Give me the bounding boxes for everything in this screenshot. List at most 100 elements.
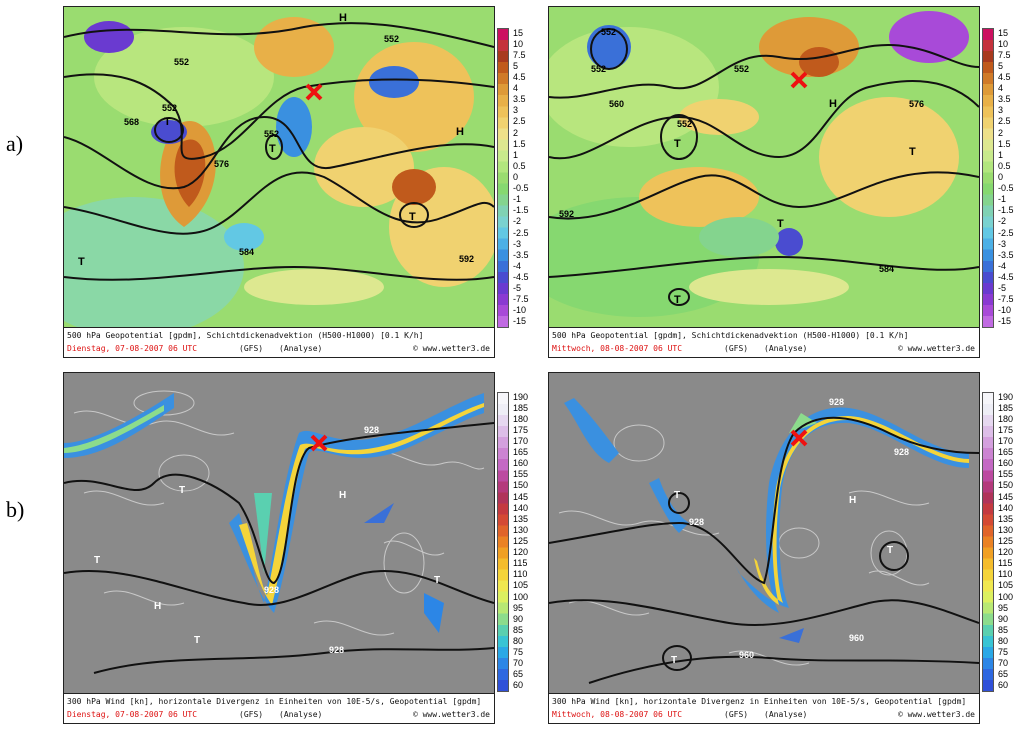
- caption-site: © www.wetter3.de: [412, 710, 490, 719]
- color-scale-tick: 160: [513, 458, 529, 469]
- caption-site: © www.wetter3.de: [897, 344, 975, 353]
- caption-mode: (Analyse): [279, 344, 323, 353]
- contour-label: 552: [601, 27, 616, 37]
- color-scale-tick: 4: [998, 83, 1004, 94]
- color-scale-tick: 1.5: [513, 138, 526, 149]
- color-scale-tick: -2: [513, 216, 522, 227]
- caption-title: 500 hPa Geopotential [gpdm], Schichtdick…: [552, 331, 909, 340]
- color-scale-tick: -3: [998, 238, 1007, 249]
- color-scale-tick: 115: [998, 558, 1013, 569]
- contour-label: 592: [459, 254, 474, 264]
- color-scale-tick: 1.5: [998, 138, 1011, 149]
- color-scale-tick: 180: [998, 413, 1014, 424]
- contour-label: 552: [384, 34, 399, 44]
- color-scale-tick: -7.5: [513, 294, 529, 305]
- contour-label: 552: [174, 57, 189, 67]
- color-scale-tick: 4.5: [998, 72, 1011, 82]
- low-pressure-label: T: [78, 256, 85, 268]
- color-scale-bar: [982, 392, 994, 692]
- color-scale-tick: 155: [998, 469, 1014, 480]
- color-scale-b-left: 190 185 180 175 170 165 160 155 150 145 140 135 130 1…: [497, 392, 543, 692]
- row-label-b: b): [6, 497, 25, 522]
- contour-label: 928: [264, 585, 279, 595]
- color-scale-tick: -4.5: [998, 272, 1014, 282]
- color-scale-tick: 65: [513, 669, 524, 680]
- color-scale-tick: 190: [513, 391, 529, 402]
- color-scale-tick: 90: [513, 613, 524, 624]
- low-pressure-label: T: [674, 490, 680, 501]
- contour-label: 552: [162, 103, 177, 113]
- color-scale-tick: -3.5: [998, 249, 1014, 260]
- color-scale-tick: 75: [513, 647, 524, 658]
- low-pressure-label: T: [887, 545, 893, 556]
- contour-label: 928: [689, 517, 704, 527]
- color-scale-tick: 115: [513, 558, 528, 569]
- color-scale-tick: -5: [513, 283, 522, 294]
- color-scale-tick: 120: [998, 547, 1014, 558]
- color-scale-tick: 3: [998, 105, 1004, 116]
- color-scale-tick: 100: [513, 591, 529, 602]
- color-scale-a-left: 15 10 7.5 5 4.5 4 3.5 3 2.5 2 1.5 1 0.5 0 -0.5 -1 -1.5 -2…: [497, 28, 543, 328]
- caption-date: Dienstag, 07-08-2007 06 UTC: [67, 710, 198, 719]
- color-scale-tick: 0.5: [998, 160, 1011, 171]
- color-scale-tick: 135: [998, 513, 1014, 524]
- contour-label: 552: [677, 119, 692, 129]
- color-scale-a-right: 15 10 7.5 5 4.5 4 3.5 3 2.5 2 1.5 1 0.5 0 -0.5 -1 -1.5 -2…: [982, 28, 1024, 328]
- weather-map-graphic: 928 928 928 H H T T T T: [64, 373, 494, 693]
- color-scale-tick: 120: [513, 547, 529, 558]
- color-scale-tick: 1: [998, 149, 1004, 160]
- color-scale-tick: -7.5: [998, 294, 1014, 305]
- color-scale-tick: 2.5: [513, 116, 526, 127]
- contour-label: 560: [609, 99, 624, 109]
- low-pressure-label: T: [434, 575, 440, 586]
- low-pressure-label: T: [409, 211, 416, 223]
- weather-map-graphic: 552 552 552 552 568 576 584 592 H H T T …: [64, 7, 494, 327]
- color-scale-tick: 0.5: [513, 160, 526, 171]
- color-scale-tick: -4: [513, 260, 522, 271]
- contour-label: 568: [124, 117, 139, 127]
- low-pressure-label: T: [269, 143, 276, 155]
- color-scale-tick: 130: [998, 524, 1014, 535]
- color-scale-tick: 175: [998, 424, 1014, 435]
- low-pressure-label: T: [94, 555, 100, 566]
- map-panel-b-right: 928 928 928 960 960 H T T T 300 hPa Wind…: [548, 372, 980, 724]
- contour-label: 584: [239, 247, 254, 257]
- color-scale-tick: -1: [513, 194, 522, 205]
- color-scale-tick: 105: [513, 580, 529, 591]
- color-scale-bar: [497, 28, 509, 328]
- caption-site: © www.wetter3.de: [897, 710, 975, 719]
- caption-site: © www.wetter3.de: [412, 344, 490, 353]
- map-panel-b-left: 928 928 928 H H T T T T 300 hPa Wind [kn…: [63, 372, 495, 724]
- color-scale-tick: 150: [998, 480, 1014, 491]
- high-pressure-label: H: [154, 601, 161, 612]
- color-scale-tick: -0.5: [998, 183, 1014, 194]
- color-scale-tick: -4: [998, 260, 1007, 271]
- contour-label: 552: [591, 64, 606, 74]
- map-panel-a-left: 552 552 552 552 568 576 584 592 H H T T …: [63, 6, 495, 358]
- low-pressure-label: T: [194, 635, 200, 646]
- color-scale-tick: 185: [998, 402, 1014, 413]
- color-scale-tick: 175: [513, 424, 529, 435]
- high-pressure-label: H: [339, 12, 347, 24]
- map-panel-a-right: 552 552 552 552 560 576 584 592 H T T T …: [548, 6, 980, 358]
- caption-date: Mittwoch, 08-08-2007 06 UTC: [552, 710, 683, 719]
- caption-mode: (Analyse): [279, 710, 323, 719]
- caption-mode: (Analyse): [764, 710, 808, 719]
- low-pressure-label: T: [179, 485, 185, 496]
- color-scale-tick: -10: [513, 305, 527, 316]
- color-scale-tick: -10: [998, 305, 1012, 316]
- color-scale-tick: 75: [998, 647, 1009, 658]
- color-scale-tick: 2: [513, 127, 519, 138]
- contour-label: 928: [894, 447, 909, 457]
- caption-title: 300 hPa Wind [kn], horizontale Divergenz…: [552, 697, 967, 706]
- color-scale-tick: -3.5: [513, 249, 529, 260]
- color-scale-tick: 95: [998, 602, 1009, 613]
- color-scale-tick: 110: [998, 569, 1013, 580]
- color-scale-tick: 95: [513, 602, 524, 613]
- color-scale-tick: -2.5: [998, 227, 1014, 238]
- color-scale-tick: 0: [513, 172, 519, 182]
- color-scale-tick: -5: [998, 283, 1007, 294]
- jet-stream-map: 928 928 928 960 960 H T T T: [548, 372, 980, 694]
- color-scale-tick: 5: [513, 60, 519, 71]
- color-scale-tick: -15: [513, 316, 527, 327]
